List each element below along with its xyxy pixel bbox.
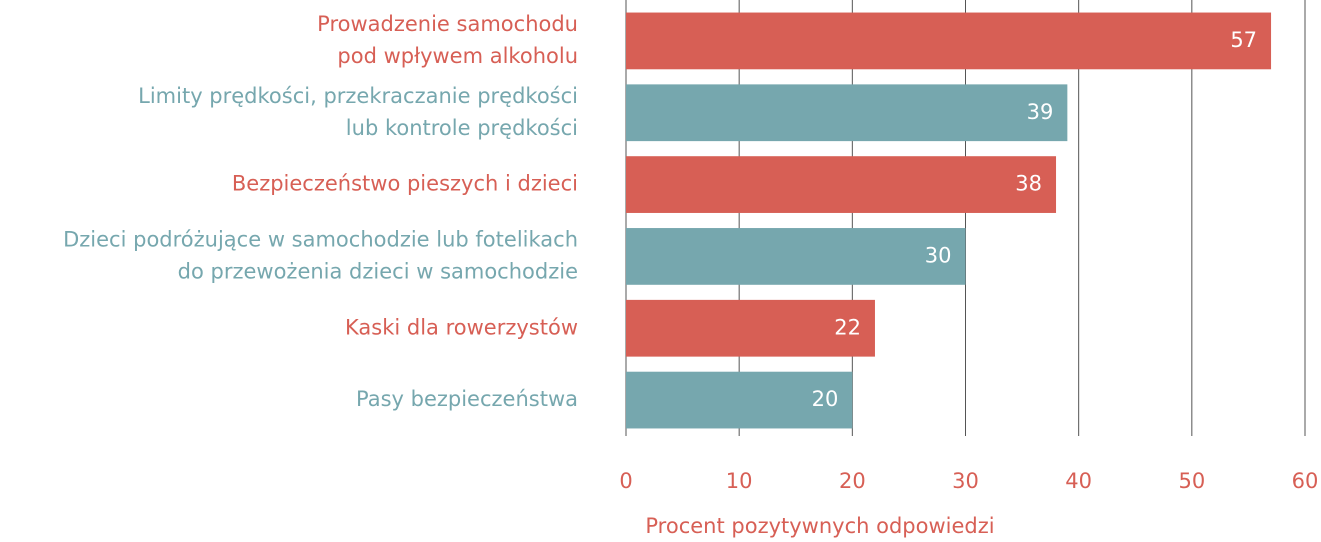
x-tick-label: 10 [726, 469, 753, 493]
y-tick-label: do przewożenia dzieci w samochodzie [178, 259, 578, 283]
bar [626, 12, 1272, 70]
bar [626, 84, 1068, 142]
x-tick-label: 60 [1292, 469, 1319, 493]
y-tick-label: Pasy bezpieczeństwa [356, 387, 578, 411]
value-label: 57 [1230, 28, 1257, 52]
x-tick-label: 20 [839, 469, 866, 493]
value-label: 39 [1027, 100, 1054, 124]
y-tick-label: lub kontrole prędkości [346, 116, 578, 140]
x-tick-label: 0 [619, 469, 632, 493]
y-tick-label: Kaski dla rowerzystów [345, 315, 578, 339]
bar [626, 371, 853, 429]
value-label: 38 [1015, 172, 1042, 196]
y-tick-label: Limity prędkości, przekraczanie prędkośc… [138, 84, 578, 108]
y-tick-label: pod wpływem alkoholu [337, 44, 578, 68]
value-label: 22 [834, 315, 861, 339]
x-axis-title: Procent pozytywnych odpowiedzi [645, 514, 994, 538]
bar [626, 299, 875, 357]
value-label: 30 [925, 243, 952, 267]
y-tick-label: Dzieci podróżujące w samochodzie lub fot… [63, 227, 578, 251]
bar [626, 156, 1057, 213]
y-tick-label: Prowadzenie samochodu [317, 12, 578, 36]
y-tick-label: Bezpieczeństwo pieszych i dzieci [232, 172, 578, 196]
x-tick-label: 30 [952, 469, 979, 493]
x-tick-label: 40 [1065, 469, 1092, 493]
x-tick-label: 50 [1178, 469, 1205, 493]
bar [626, 228, 966, 285]
value-label: 20 [812, 387, 839, 411]
